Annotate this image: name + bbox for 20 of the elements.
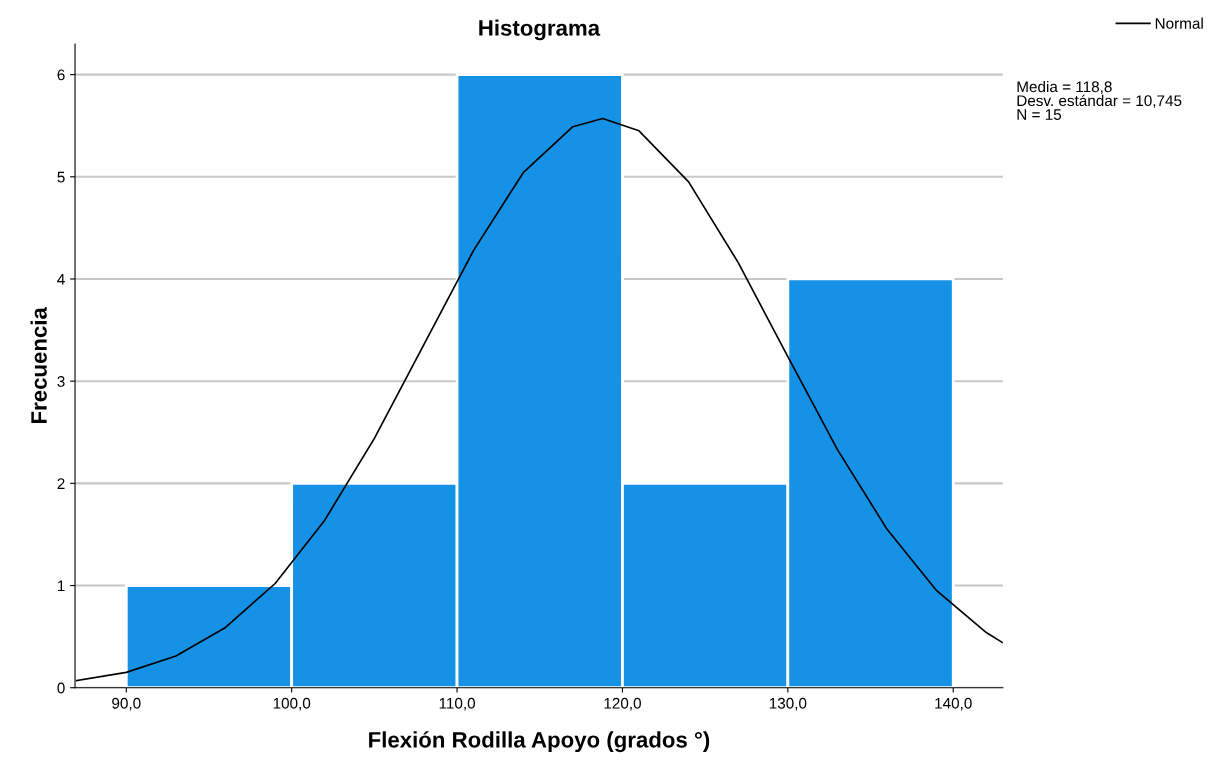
y-tick-label: 3 <box>57 376 65 387</box>
x-tick-label: 90,0 <box>112 697 141 711</box>
y-tick-label: 5 <box>57 171 65 183</box>
text: Desv. estándar = 10,745 <box>1017 94 1182 108</box>
y-tick-label: 0 <box>57 682 65 694</box>
x-tick-label: 140,0 <box>935 697 972 711</box>
x-axis-title: Flexión Rodilla Apoyo (grados °) <box>369 731 710 753</box>
y-tick-label: 6 <box>57 69 65 81</box>
y-axis-title: Frecuencia <box>30 307 47 424</box>
x-tick-label: 100,0 <box>273 697 311 711</box>
x-tick-label: 110,0 <box>439 697 476 711</box>
x-tick-label: 120,0 <box>604 697 641 711</box>
y-tick-label: 1 <box>57 580 65 592</box>
y-tick-label: 2 <box>57 478 65 489</box>
x-tick-label: 130,0 <box>769 697 807 711</box>
legend-label: Normal <box>1155 17 1203 29</box>
text: Media = 118,8 <box>1017 80 1112 94</box>
y-tick-label: 4 <box>57 274 65 285</box>
chart-title: Histograma <box>479 19 601 41</box>
text: N = 15 <box>1017 109 1062 120</box>
